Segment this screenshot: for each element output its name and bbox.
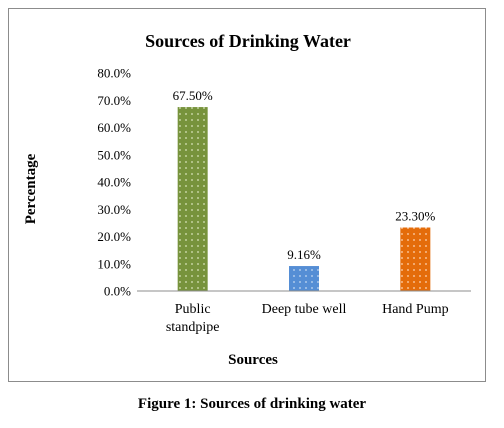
- chart-title: Sources of Drinking Water: [145, 31, 351, 51]
- y-tick-label: 20.0%: [97, 229, 131, 244]
- x-tick-label: Deep tube well: [262, 302, 347, 317]
- x-axis: Public standpipe Deep tube well Hand Pump: [166, 302, 449, 335]
- y-tick-label: 80.0%: [97, 66, 131, 81]
- x-tick-label: standpipe: [166, 320, 220, 335]
- chart-frame: Sources of Drinking Water Percentage Sou…: [8, 8, 486, 382]
- x-tick-label: Public: [175, 302, 211, 317]
- y-tick-label: 10.0%: [97, 256, 131, 271]
- bars: 67.50% 9.16% 23.30%: [173, 88, 436, 291]
- y-axis: 0.0% 10.0% 20.0% 30.0% 40.0% 50.0% 60.0% 70.0% 8…: [97, 66, 131, 299]
- y-tick-label: 0.0%: [104, 284, 131, 299]
- bar: [400, 227, 431, 291]
- y-tick-label: 40.0%: [97, 175, 131, 190]
- y-tick-label: 70.0%: [97, 93, 131, 108]
- y-axis-title: Percentage: [23, 153, 39, 224]
- y-tick-label: 50.0%: [97, 147, 131, 162]
- figure-caption: Figure 1: Sources of drinking water: [137, 396, 367, 412]
- data-label: 67.50%: [173, 88, 213, 103]
- y-tick-label: 60.0%: [97, 120, 131, 135]
- x-tick-label: Hand Pump: [382, 302, 449, 317]
- bar: [177, 107, 208, 291]
- bar-chart: Sources of Drinking Water Percentage Sou…: [23, 31, 471, 368]
- y-tick-label: 30.0%: [97, 202, 131, 217]
- bar: [289, 266, 319, 291]
- data-label: 9.16%: [287, 247, 321, 262]
- data-label: 23.30%: [395, 209, 435, 224]
- x-axis-title: Sources: [228, 352, 278, 368]
